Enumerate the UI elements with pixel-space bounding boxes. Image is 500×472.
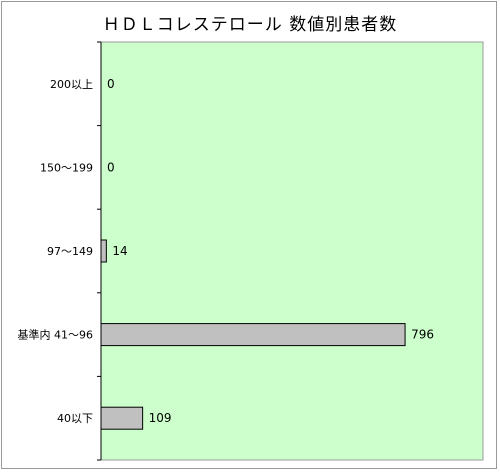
category-label: 基準内 41〜96 bbox=[18, 328, 94, 342]
bar-value-label: 0 bbox=[107, 77, 115, 91]
category-label: 200以上 bbox=[50, 78, 93, 91]
chart-title: ＨＤＬコレステロール 数値別患者数 bbox=[102, 15, 398, 35]
bar-value-label: 796 bbox=[411, 328, 434, 342]
y-axis-ticks bbox=[97, 41, 102, 461]
bar bbox=[100, 239, 107, 263]
bar-value-label: 14 bbox=[112, 244, 127, 258]
category-label: 97〜149 bbox=[47, 245, 93, 258]
bar bbox=[100, 323, 406, 347]
value-label-group: 0 0 14 796 109 bbox=[107, 77, 434, 425]
bar-group bbox=[100, 239, 406, 430]
category-label-group: 200以上 150〜199 97〜149 基準内 41〜96 40以下 bbox=[18, 78, 94, 425]
plot-area bbox=[100, 41, 484, 461]
category-label: 150〜199 bbox=[40, 161, 93, 174]
bar-value-label: 0 bbox=[107, 160, 115, 174]
bar-value-label: 109 bbox=[149, 411, 172, 425]
bar bbox=[100, 406, 144, 430]
category-label: 40以下 bbox=[57, 412, 93, 425]
